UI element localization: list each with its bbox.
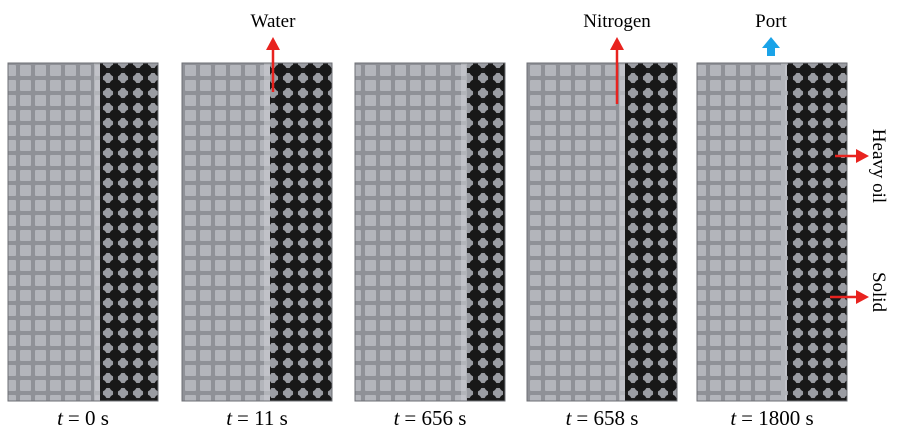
label-port: Port xyxy=(755,11,787,32)
caption-var: t xyxy=(57,406,64,430)
border xyxy=(181,62,333,402)
caption: t = 0 s xyxy=(57,406,109,430)
border xyxy=(696,62,848,402)
caption-time: = 656 s xyxy=(404,406,466,430)
oil-region xyxy=(625,63,677,401)
label-heavy-oil: Heavy oil xyxy=(868,129,889,203)
caption-time: = 11 s xyxy=(237,406,288,430)
label-solid: Solid xyxy=(868,272,889,313)
caption-time: = 1800 s xyxy=(741,406,814,430)
caption: t = 656 s xyxy=(394,406,467,430)
front xyxy=(461,63,467,401)
front xyxy=(94,63,100,401)
pore-grid xyxy=(697,63,787,401)
caption-var: t xyxy=(394,406,401,430)
oil-region xyxy=(270,63,332,401)
micromodel-image xyxy=(354,62,506,402)
oil-region xyxy=(100,63,158,401)
caption-time: = 0 s xyxy=(68,406,109,430)
arrows xyxy=(266,37,869,304)
micromodel-image xyxy=(181,62,333,402)
caption: t = 1800 s xyxy=(730,406,813,430)
micromodel-image xyxy=(696,62,848,402)
caption-time: = 658 s xyxy=(576,406,638,430)
pore-grid xyxy=(355,63,467,401)
label-nitrogen: Nitrogen xyxy=(583,11,651,32)
oil-region xyxy=(787,63,847,401)
micromodel-image xyxy=(526,62,678,402)
border xyxy=(7,62,159,402)
front xyxy=(781,63,787,401)
border xyxy=(354,62,506,402)
pore-grid xyxy=(527,63,625,401)
oil-region xyxy=(467,63,505,401)
caption-var: t xyxy=(226,406,233,430)
label-water: Water xyxy=(251,11,297,32)
front xyxy=(264,63,270,401)
caption: t = 658 s xyxy=(566,406,639,430)
micromodel-image xyxy=(7,62,159,402)
border xyxy=(526,62,678,402)
pore-grid xyxy=(8,63,100,401)
pore-grid xyxy=(182,63,270,401)
caption: t = 11 s xyxy=(226,406,288,430)
panels: t = 0 s t = 11 s t = 656 s t = 658 s t = 1800 s xyxy=(7,62,848,430)
caption-var: t xyxy=(730,406,737,430)
caption-var: t xyxy=(566,406,573,430)
front xyxy=(619,63,625,401)
